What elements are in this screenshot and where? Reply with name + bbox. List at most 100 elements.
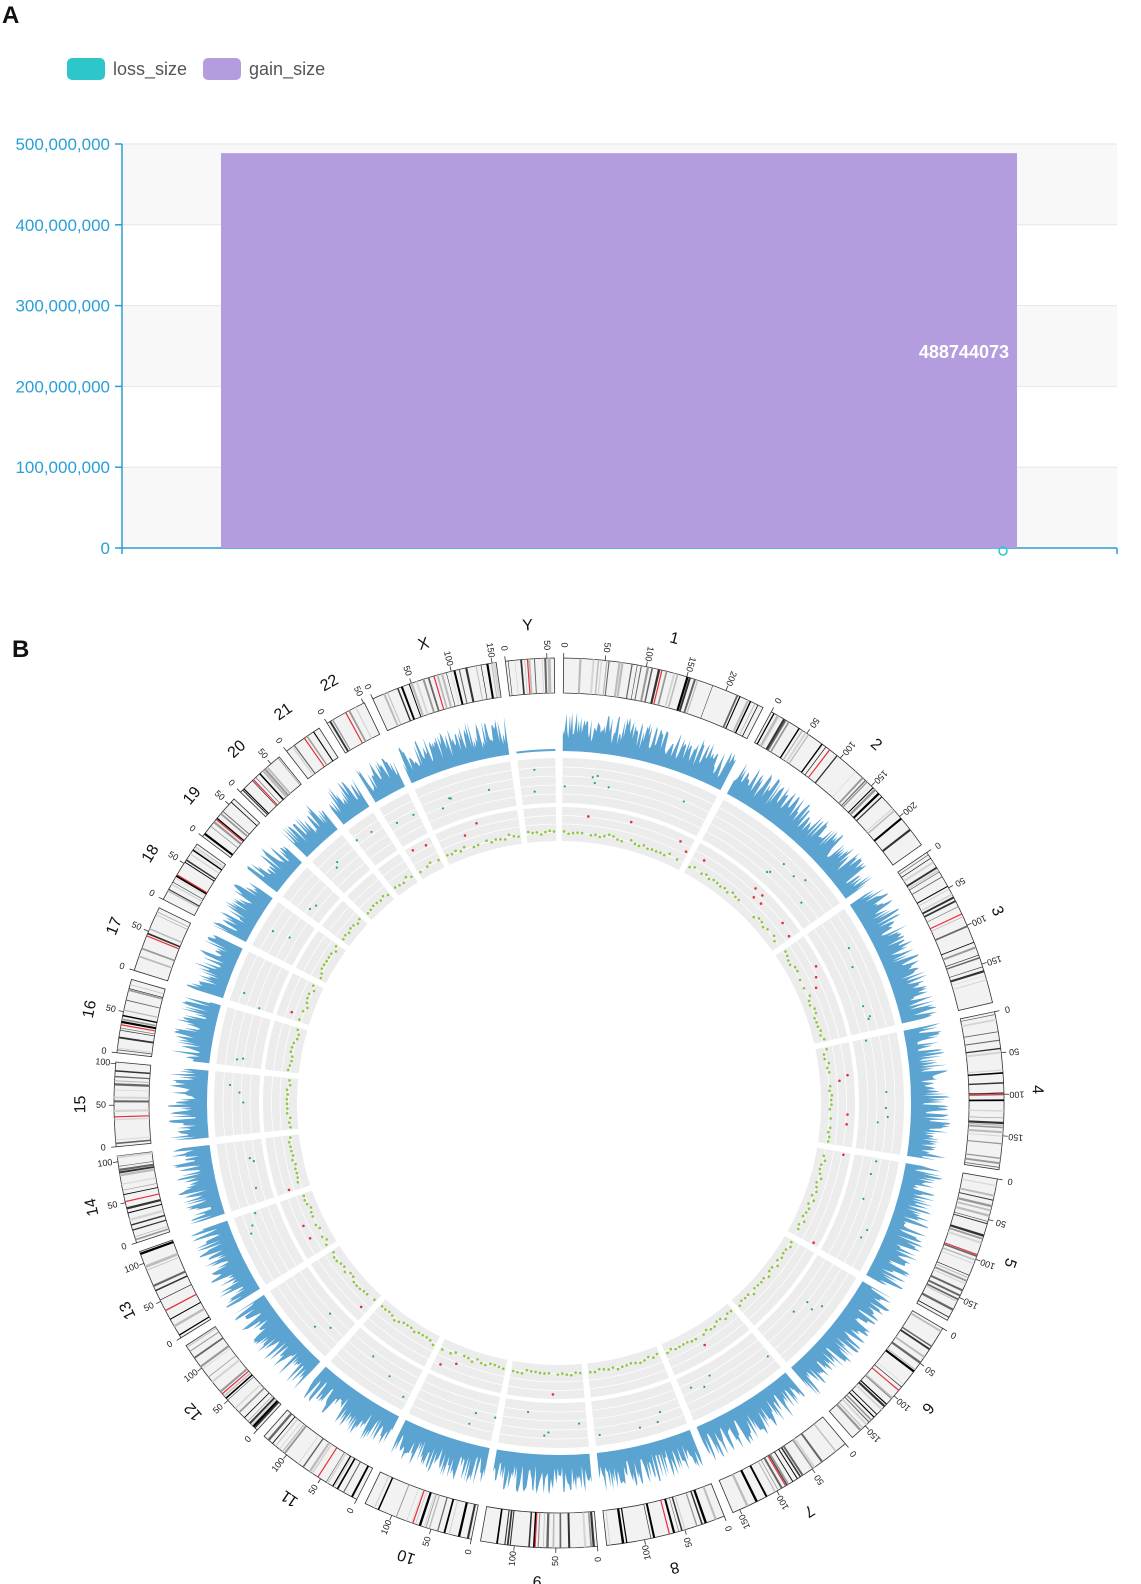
cytoband: [594, 659, 600, 695]
variant-point: [526, 1410, 530, 1413]
cnv-point: [793, 965, 797, 969]
cnv-point: [620, 839, 623, 843]
centromere: [345, 712, 363, 744]
track-gridline: [714, 815, 826, 914]
position-label: 0: [1004, 1004, 1011, 1015]
density-track-20: [280, 804, 338, 858]
track-gridline: [242, 1140, 258, 1204]
position-label: 0: [274, 735, 285, 745]
density-track-21: [327, 778, 370, 825]
cytoband: [963, 1031, 999, 1038]
cytoband: [643, 1504, 652, 1539]
cytoband: [956, 1201, 992, 1212]
cytoband: [947, 1231, 982, 1244]
cytoband: [968, 1120, 1004, 1125]
track-gridline: [318, 841, 349, 869]
cytoband: [283, 1425, 307, 1454]
chromosome-15: 0 50 100 15: [72, 1056, 299, 1153]
cytoband: [732, 699, 750, 733]
chromosome-label-1: 1: [668, 629, 681, 648]
variant-point: [708, 1374, 711, 1377]
cnv-point: [499, 837, 502, 841]
cytoband: [722, 694, 739, 728]
panel-label-b: B: [12, 636, 30, 663]
track-gridline: [287, 1198, 316, 1255]
position-tick: [919, 1362, 925, 1367]
track-gridline: [225, 1143, 241, 1209]
cnv-point: [781, 921, 784, 925]
position-tick: [283, 1454, 287, 1460]
variant-point: [248, 1157, 251, 1160]
cytoband: [528, 658, 533, 694]
position-tick: [806, 729, 810, 734]
track-gridline: [263, 967, 282, 1012]
cnv-point: [634, 1361, 637, 1365]
cnv-point: [598, 835, 602, 839]
variant-point: [288, 936, 291, 939]
scatter-track-1-bg: [252, 902, 315, 966]
chromosome-label-17: 17: [103, 915, 125, 938]
cnv-point: [312, 984, 315, 987]
variant-point: [868, 1015, 871, 1018]
cnv-point: [402, 881, 406, 885]
cytoband: [782, 1445, 804, 1476]
centromere: [165, 1293, 197, 1312]
cnv-point: [425, 1336, 428, 1339]
cnv-point: [578, 1371, 582, 1375]
cytoband: [602, 660, 608, 696]
cnv-point: [295, 1037, 299, 1041]
cnv-point: [285, 1088, 289, 1091]
track-gridline: [424, 1380, 499, 1407]
cytoband: [836, 1403, 862, 1432]
cytoband: [118, 1161, 154, 1167]
track-gridline: [231, 1072, 234, 1136]
cytoband: [814, 755, 838, 784]
cnv-point: [285, 1102, 289, 1106]
track-gridline: [438, 818, 519, 843]
track-gridline: [823, 1047, 830, 1144]
track-gridline: [317, 1259, 365, 1315]
cnv-point: [386, 893, 390, 897]
centromere: [767, 1455, 787, 1487]
cnv-point: [822, 1053, 826, 1056]
cnv-point: [302, 1194, 306, 1198]
variant-point: [792, 1310, 795, 1313]
cytoband: [134, 1226, 169, 1238]
position-tick: [389, 1515, 393, 1521]
cytoband: [792, 1439, 814, 1469]
legend-item-gain[interactable]: gain_size: [203, 58, 325, 80]
centromere: [317, 1447, 338, 1478]
position-label: 0: [315, 707, 326, 716]
track-gridline: [352, 879, 379, 903]
cnv-point: [629, 839, 633, 842]
cytoband: [130, 1214, 165, 1226]
cnv-point: [639, 1361, 642, 1365]
cnv-point: [612, 835, 615, 838]
track-gridline: [318, 945, 340, 980]
scatter-track-2-bg: [377, 853, 418, 896]
cytoband: [678, 677, 691, 712]
ideogram-12: [185, 1325, 282, 1431]
cytoband: [702, 1486, 717, 1520]
legend-item-loss[interactable]: loss_size: [67, 58, 187, 80]
track-gridline: [335, 912, 356, 937]
cytoband: [156, 911, 189, 928]
scatter-track-1-bg: [229, 951, 290, 1014]
cytoband: [415, 681, 429, 715]
density-track-y: [516, 749, 556, 754]
position-tick: [409, 678, 412, 684]
centromere: [215, 818, 244, 843]
cnv-point: [440, 1348, 444, 1351]
cnv-point: [688, 865, 691, 869]
cytoband: [968, 1092, 1004, 1094]
cytoband: [297, 1435, 320, 1464]
cnv-point: [690, 1339, 694, 1343]
track-gridline: [271, 1076, 274, 1132]
cytoband: [860, 1380, 887, 1405]
cytoband: [942, 1247, 976, 1261]
cytoband: [329, 720, 349, 752]
track-gridline: [429, 796, 516, 823]
variant-point: [593, 781, 596, 785]
centromere: [660, 1500, 671, 1535]
